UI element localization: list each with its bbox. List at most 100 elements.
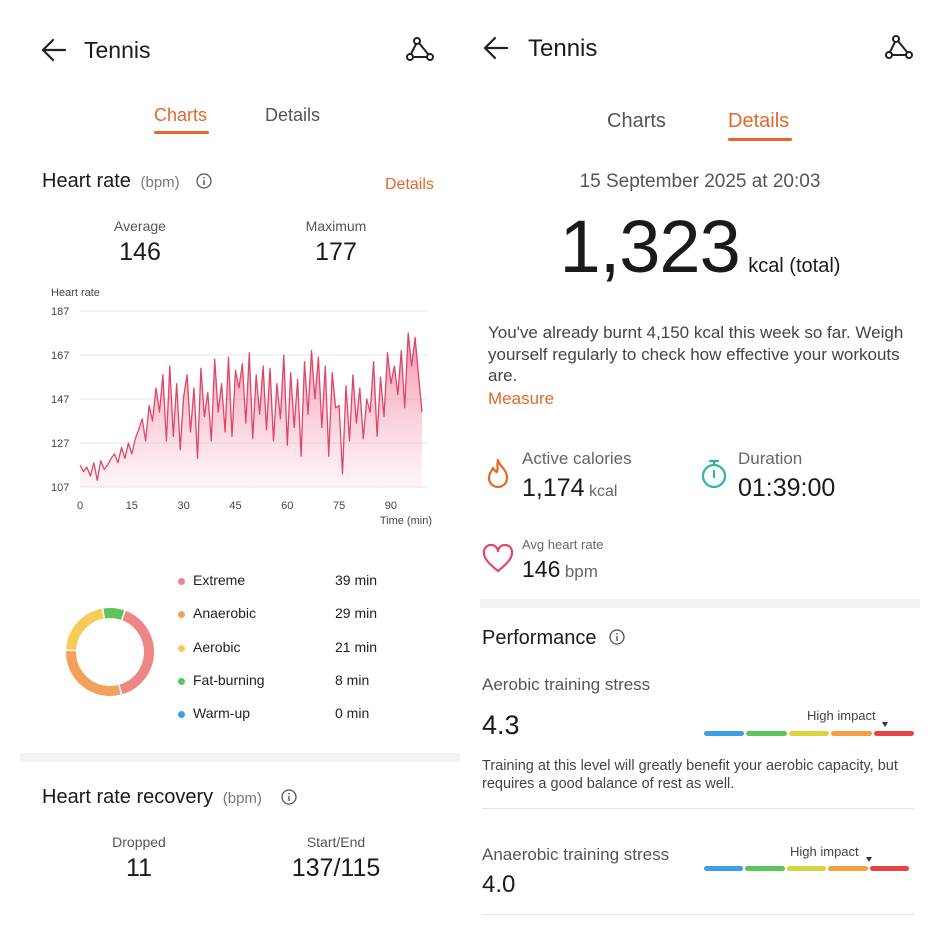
back-button[interactable] bbox=[40, 36, 70, 64]
heart-rate-heading: Heart rate (bpm) bbox=[42, 170, 180, 193]
avg-hr-label: Avg heart rate bbox=[522, 537, 604, 552]
tab-indicator bbox=[728, 138, 792, 141]
zone-label: Warm-up bbox=[193, 705, 251, 722]
anaerobic-stress-value: 4.0 bbox=[482, 871, 516, 898]
performance-title: Performance bbox=[482, 627, 597, 649]
zone-donut-segment bbox=[119, 610, 154, 695]
startend-block: Start/End 137/115 bbox=[266, 834, 406, 883]
route-icon bbox=[885, 35, 913, 59]
zone-label: Extreme bbox=[193, 572, 246, 588]
heart-rate-details-link[interactable]: Details bbox=[385, 176, 434, 193]
zone-row: Anaerobic 29 min bbox=[175, 603, 405, 627]
aerobic-stress-label: Aerobic training stress bbox=[482, 675, 651, 694]
active-calories-unit: kcal bbox=[589, 483, 618, 500]
zone-value: 0 min bbox=[335, 705, 370, 722]
page-title: Tennis bbox=[84, 37, 151, 63]
zone-row: Fat-burning 8 min bbox=[175, 670, 405, 694]
zone-list: Extreme 39 min Anaerobic 29 min Aerobic 21 mi… bbox=[175, 570, 405, 740]
active-calories-label: Active calories bbox=[522, 449, 632, 468]
duration-value: 01:39:00 bbox=[738, 474, 836, 502]
heart-icon bbox=[482, 543, 514, 574]
measure-link[interactable]: Measure bbox=[488, 389, 555, 408]
zone-value: 39 min bbox=[335, 572, 378, 588]
avg-hr-value: 146 bbox=[522, 556, 561, 582]
tab-charts[interactable]: Charts bbox=[154, 105, 208, 125]
anaerobic-stress-label: Anaerobic training stress bbox=[482, 845, 670, 864]
stress-scale-segment bbox=[831, 731, 872, 736]
route-icon bbox=[406, 37, 434, 61]
dropped-block: Dropped 11 bbox=[89, 834, 189, 883]
avg-hr-stat: 146 bpm bbox=[522, 556, 598, 583]
maximum-label: Maximum bbox=[305, 218, 367, 234]
section-divider bbox=[480, 599, 920, 608]
tab-details[interactable]: Details bbox=[265, 105, 321, 125]
maximum-block: Maximum 177 bbox=[286, 218, 386, 267]
average-value: 146 bbox=[119, 238, 161, 266]
maximum-value: 177 bbox=[315, 238, 357, 266]
zone-value: 21 min bbox=[335, 638, 378, 655]
back-button[interactable] bbox=[482, 34, 512, 62]
y-axis-label: Heart rate bbox=[51, 287, 100, 299]
startend-value: 137/115 bbox=[291, 854, 381, 882]
y-tick-label: 127 bbox=[51, 438, 69, 450]
x-tick-label: 60 bbox=[281, 500, 293, 512]
stress-level-marker bbox=[865, 857, 872, 862]
page-title: Tennis bbox=[528, 35, 598, 62]
zone-color-dot bbox=[178, 611, 185, 619]
x-tick-label: 0 bbox=[77, 500, 83, 512]
heart-rate-title: Heart rate bbox=[42, 170, 131, 192]
x-tick-label: 45 bbox=[229, 500, 241, 512]
info-icon[interactable] bbox=[281, 789, 297, 805]
zone-donut-chart bbox=[66, 608, 154, 696]
aerobic-stress-description: Training at this level will greatly bene… bbox=[482, 758, 898, 792]
divider-line bbox=[482, 808, 914, 809]
workout-date: 15 September 2025 at 20:03 bbox=[579, 171, 821, 192]
zone-color-dot bbox=[178, 644, 185, 652]
heart-rate-unit: (bpm) bbox=[140, 174, 180, 191]
duration-label: Duration bbox=[738, 449, 803, 468]
x-tick-label: 75 bbox=[333, 500, 345, 512]
arrow-left-icon bbox=[483, 36, 509, 60]
zone-label: Anaerobic bbox=[193, 605, 257, 622]
zone-color-dot bbox=[178, 578, 185, 585]
tab-details[interactable]: Details bbox=[728, 110, 790, 132]
details-panel: Tennis Charts Details 15 September 2025 … bbox=[470, 0, 940, 940]
divider-line bbox=[482, 914, 914, 915]
aerobic-impact-label: High impact bbox=[807, 708, 876, 723]
average-label: Average bbox=[114, 218, 166, 234]
zone-donut-segment bbox=[103, 608, 125, 620]
stress-scale-segment bbox=[746, 731, 787, 736]
y-tick-label: 107 bbox=[51, 482, 69, 494]
zone-value: 8 min bbox=[335, 671, 370, 688]
dropped-value: 11 bbox=[126, 854, 152, 882]
info-icon[interactable] bbox=[196, 173, 212, 189]
route-button[interactable] bbox=[884, 34, 914, 62]
zone-row: Aerobic 21 min bbox=[175, 637, 405, 661]
aerobic-stress-value: 4.3 bbox=[482, 710, 520, 740]
y-tick-label: 147 bbox=[51, 394, 69, 406]
zone-label: Aerobic bbox=[193, 638, 241, 655]
total-kcal-value: 1,323 bbox=[559, 205, 741, 288]
avg-hr-unit: bpm bbox=[564, 562, 598, 581]
aerobic-stress-scale bbox=[703, 722, 915, 736]
weekly-message: You've already burnt 4,150 kcal this wee… bbox=[488, 323, 904, 385]
stress-scale-segment bbox=[704, 731, 745, 736]
active-calories-value: 1,174 bbox=[522, 474, 585, 502]
y-tick-label: 167 bbox=[51, 350, 69, 362]
stopwatch-icon bbox=[700, 458, 728, 490]
tab-indicator bbox=[154, 131, 209, 134]
tab-charts[interactable]: Charts bbox=[607, 110, 666, 132]
stress-scale-segment bbox=[704, 866, 744, 871]
stress-level-marker bbox=[882, 722, 889, 727]
zone-color-dot bbox=[178, 677, 185, 685]
route-button[interactable] bbox=[405, 36, 435, 64]
section-divider bbox=[20, 753, 460, 762]
info-icon[interactable] bbox=[609, 629, 625, 645]
stress-scale-segment bbox=[828, 866, 868, 871]
stress-scale-segment bbox=[869, 866, 909, 871]
stress-scale-segment bbox=[786, 866, 827, 871]
startend-label: Start/End bbox=[306, 834, 366, 850]
recovery-title: Heart rate recovery bbox=[42, 786, 214, 808]
charts-panel: Tennis Charts Details Heart rate (bpm) D… bbox=[20, 36, 460, 883]
stress-scale-segment bbox=[745, 866, 785, 871]
